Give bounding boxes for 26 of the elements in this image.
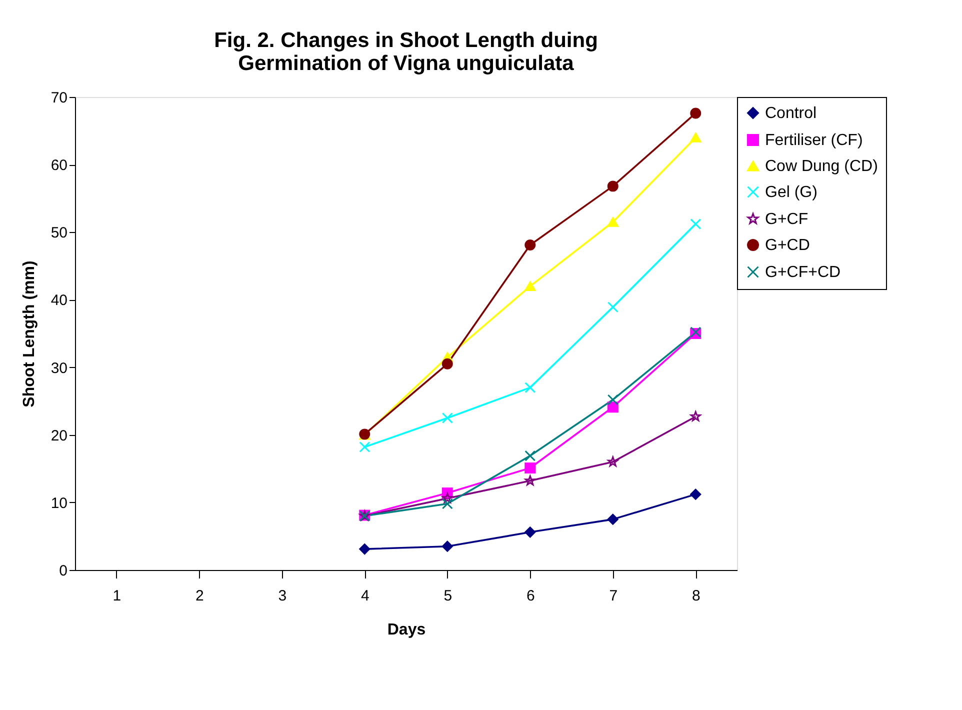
x-tick-label: 1 [112, 588, 122, 604]
legend-label: Control [765, 105, 817, 122]
x-tick-label: 2 [195, 588, 204, 604]
legend-label: Fertiliser (CF) [765, 132, 863, 149]
y-tick-label: 40 [50, 292, 68, 310]
y-tick-label: 20 [50, 427, 68, 444]
x-tick-label: 6 [526, 588, 535, 604]
y-axis-title: Shoot Length (mm) [20, 260, 38, 408]
y-tick-label: 30 [50, 360, 68, 377]
x-tick-label: 5 [444, 588, 452, 604]
x-axis-title: Days [387, 622, 426, 638]
legend-label: Gel (G) [765, 184, 818, 201]
x-tick-label: 4 [360, 588, 370, 604]
legend-label: G+CD [765, 237, 810, 254]
y-tick-label: 60 [50, 157, 68, 174]
legend-label: G+CF [765, 211, 808, 228]
x-tick-label: 3 [278, 588, 287, 604]
y-tick-label: 10 [50, 494, 68, 512]
legend-label: G+CF+CD [765, 264, 841, 281]
y-tick-label: 70 [50, 90, 68, 106]
legend-label: Cow Dung (CD) [765, 158, 878, 175]
y-tick-label: 50 [50, 224, 68, 242]
chart-title: Fig. 2. Changes in Shoot Length duing Germination of Vigna unguiculata [214, 29, 598, 75]
x-tick-label: 8 [692, 588, 700, 604]
y-tick-label: 0 [59, 562, 68, 580]
x-tick-label: 7 [609, 588, 618, 604]
